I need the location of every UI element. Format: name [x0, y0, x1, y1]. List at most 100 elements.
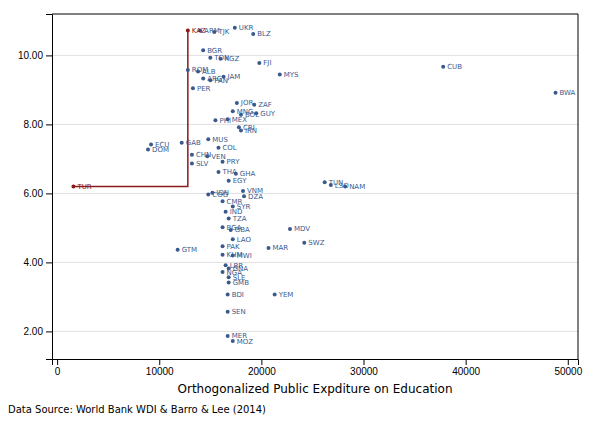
point-label: BOL — [245, 111, 259, 119]
point — [251, 32, 255, 36]
grid-line — [52, 262, 578, 263]
tick-label: 4.00 — [24, 257, 44, 268]
axis-line — [46, 15, 53, 360]
point-label: COL — [222, 144, 236, 152]
point-label: YEM — [278, 291, 294, 299]
point — [235, 101, 239, 105]
point — [257, 61, 261, 65]
grid-line — [52, 55, 578, 56]
point-label: BDI — [232, 291, 244, 299]
point — [208, 56, 212, 60]
point — [216, 146, 220, 150]
point — [206, 137, 210, 141]
point — [221, 199, 225, 203]
point — [226, 292, 230, 296]
tick-mark — [46, 331, 52, 332]
point — [302, 241, 306, 245]
point-label: THA — [221, 168, 237, 176]
point-label: BLZ — [257, 30, 271, 38]
tick-mark — [46, 124, 52, 125]
tick: 40000 — [452, 359, 480, 377]
tick: 20000 — [248, 359, 276, 377]
point — [221, 244, 225, 248]
point — [186, 29, 190, 33]
chart: 010000200003000040000500002.004.006.008.… — [0, 0, 600, 421]
point-label: GAB — [186, 139, 201, 147]
y-axis: 2.004.006.008.0010.00 — [18, 15, 53, 360]
tick-label: 10.00 — [18, 50, 43, 61]
tick: 4.00 — [24, 257, 52, 268]
tick-label: 40000 — [452, 366, 480, 377]
point — [216, 170, 220, 174]
point — [278, 72, 282, 76]
frame — [52, 14, 578, 15]
point-label: PER — [197, 85, 211, 93]
point — [206, 192, 210, 196]
grid-line — [52, 193, 578, 194]
point — [221, 270, 225, 274]
point-label: BWA — [560, 89, 576, 97]
point-label: DOM — [152, 146, 169, 154]
point-label: UKR — [239, 24, 254, 32]
point — [224, 263, 228, 267]
tick-label: 2.00 — [24, 326, 44, 337]
point — [146, 148, 150, 152]
point-label: JAM — [227, 73, 241, 81]
tick: 0 — [55, 359, 61, 377]
tick-mark — [568, 359, 569, 365]
tick-mark — [466, 359, 467, 365]
tick-label: 50000 — [554, 366, 582, 377]
tick-label: 0 — [55, 366, 61, 377]
point — [227, 217, 231, 221]
point-label: KGZ — [225, 55, 240, 63]
tick: 30000 — [350, 359, 378, 377]
point — [441, 65, 445, 69]
point-label: VEN — [211, 153, 225, 161]
x-axis: 01000020000300004000050000 — [53, 359, 583, 377]
point-label: CUB — [447, 63, 462, 71]
tick-mark — [57, 359, 58, 365]
point — [231, 109, 235, 113]
tick-label: 20000 — [248, 366, 276, 377]
point-label: EGY — [233, 177, 247, 185]
point — [288, 227, 292, 231]
tick-label: 30000 — [350, 366, 378, 377]
tick-mark — [46, 262, 52, 263]
point-label: PAN — [214, 77, 228, 85]
tick-mark — [46, 193, 52, 194]
tick: 10.00 — [18, 50, 52, 61]
point — [186, 68, 190, 72]
point-label: MDV — [294, 225, 310, 233]
point-label: TZA — [232, 215, 247, 223]
tick-label: 6.00 — [24, 188, 44, 199]
point-label: NAM — [349, 183, 365, 191]
point-label: GMB — [233, 279, 249, 287]
point — [227, 280, 231, 284]
x-axis-title: Orthogonalized Public Expditure on Educa… — [178, 382, 453, 396]
point-label: GBA — [235, 226, 250, 234]
point-label: PRY — [227, 158, 241, 166]
marks — [71, 26, 557, 343]
point-label: SWZ — [308, 239, 324, 247]
point — [237, 125, 241, 129]
point-label: LSO — [335, 182, 349, 190]
frame — [578, 14, 579, 359]
point-label: MYS — [284, 71, 299, 79]
point-label: MOZ — [237, 338, 254, 346]
point-label: TJK — [217, 28, 229, 36]
point-label: DZA — [248, 193, 263, 201]
point — [221, 253, 225, 257]
point-labels: KAZTURUKRBLZARMTJKBGRTONKGZFJIROMALBARGP… — [76, 24, 575, 345]
tick: 50000 — [554, 359, 582, 377]
point-label: PHI — [219, 117, 231, 125]
point-label: IRN — [245, 127, 257, 135]
point-label: CHN — [196, 151, 211, 159]
axis-line — [53, 360, 579, 366]
point-label: GTM — [182, 246, 198, 254]
point — [180, 141, 184, 145]
point — [227, 179, 231, 183]
point-label: FJI — [263, 59, 271, 67]
tick-mark — [159, 359, 160, 365]
connector-line — [73, 31, 187, 187]
point-label: ZAF — [258, 101, 272, 109]
